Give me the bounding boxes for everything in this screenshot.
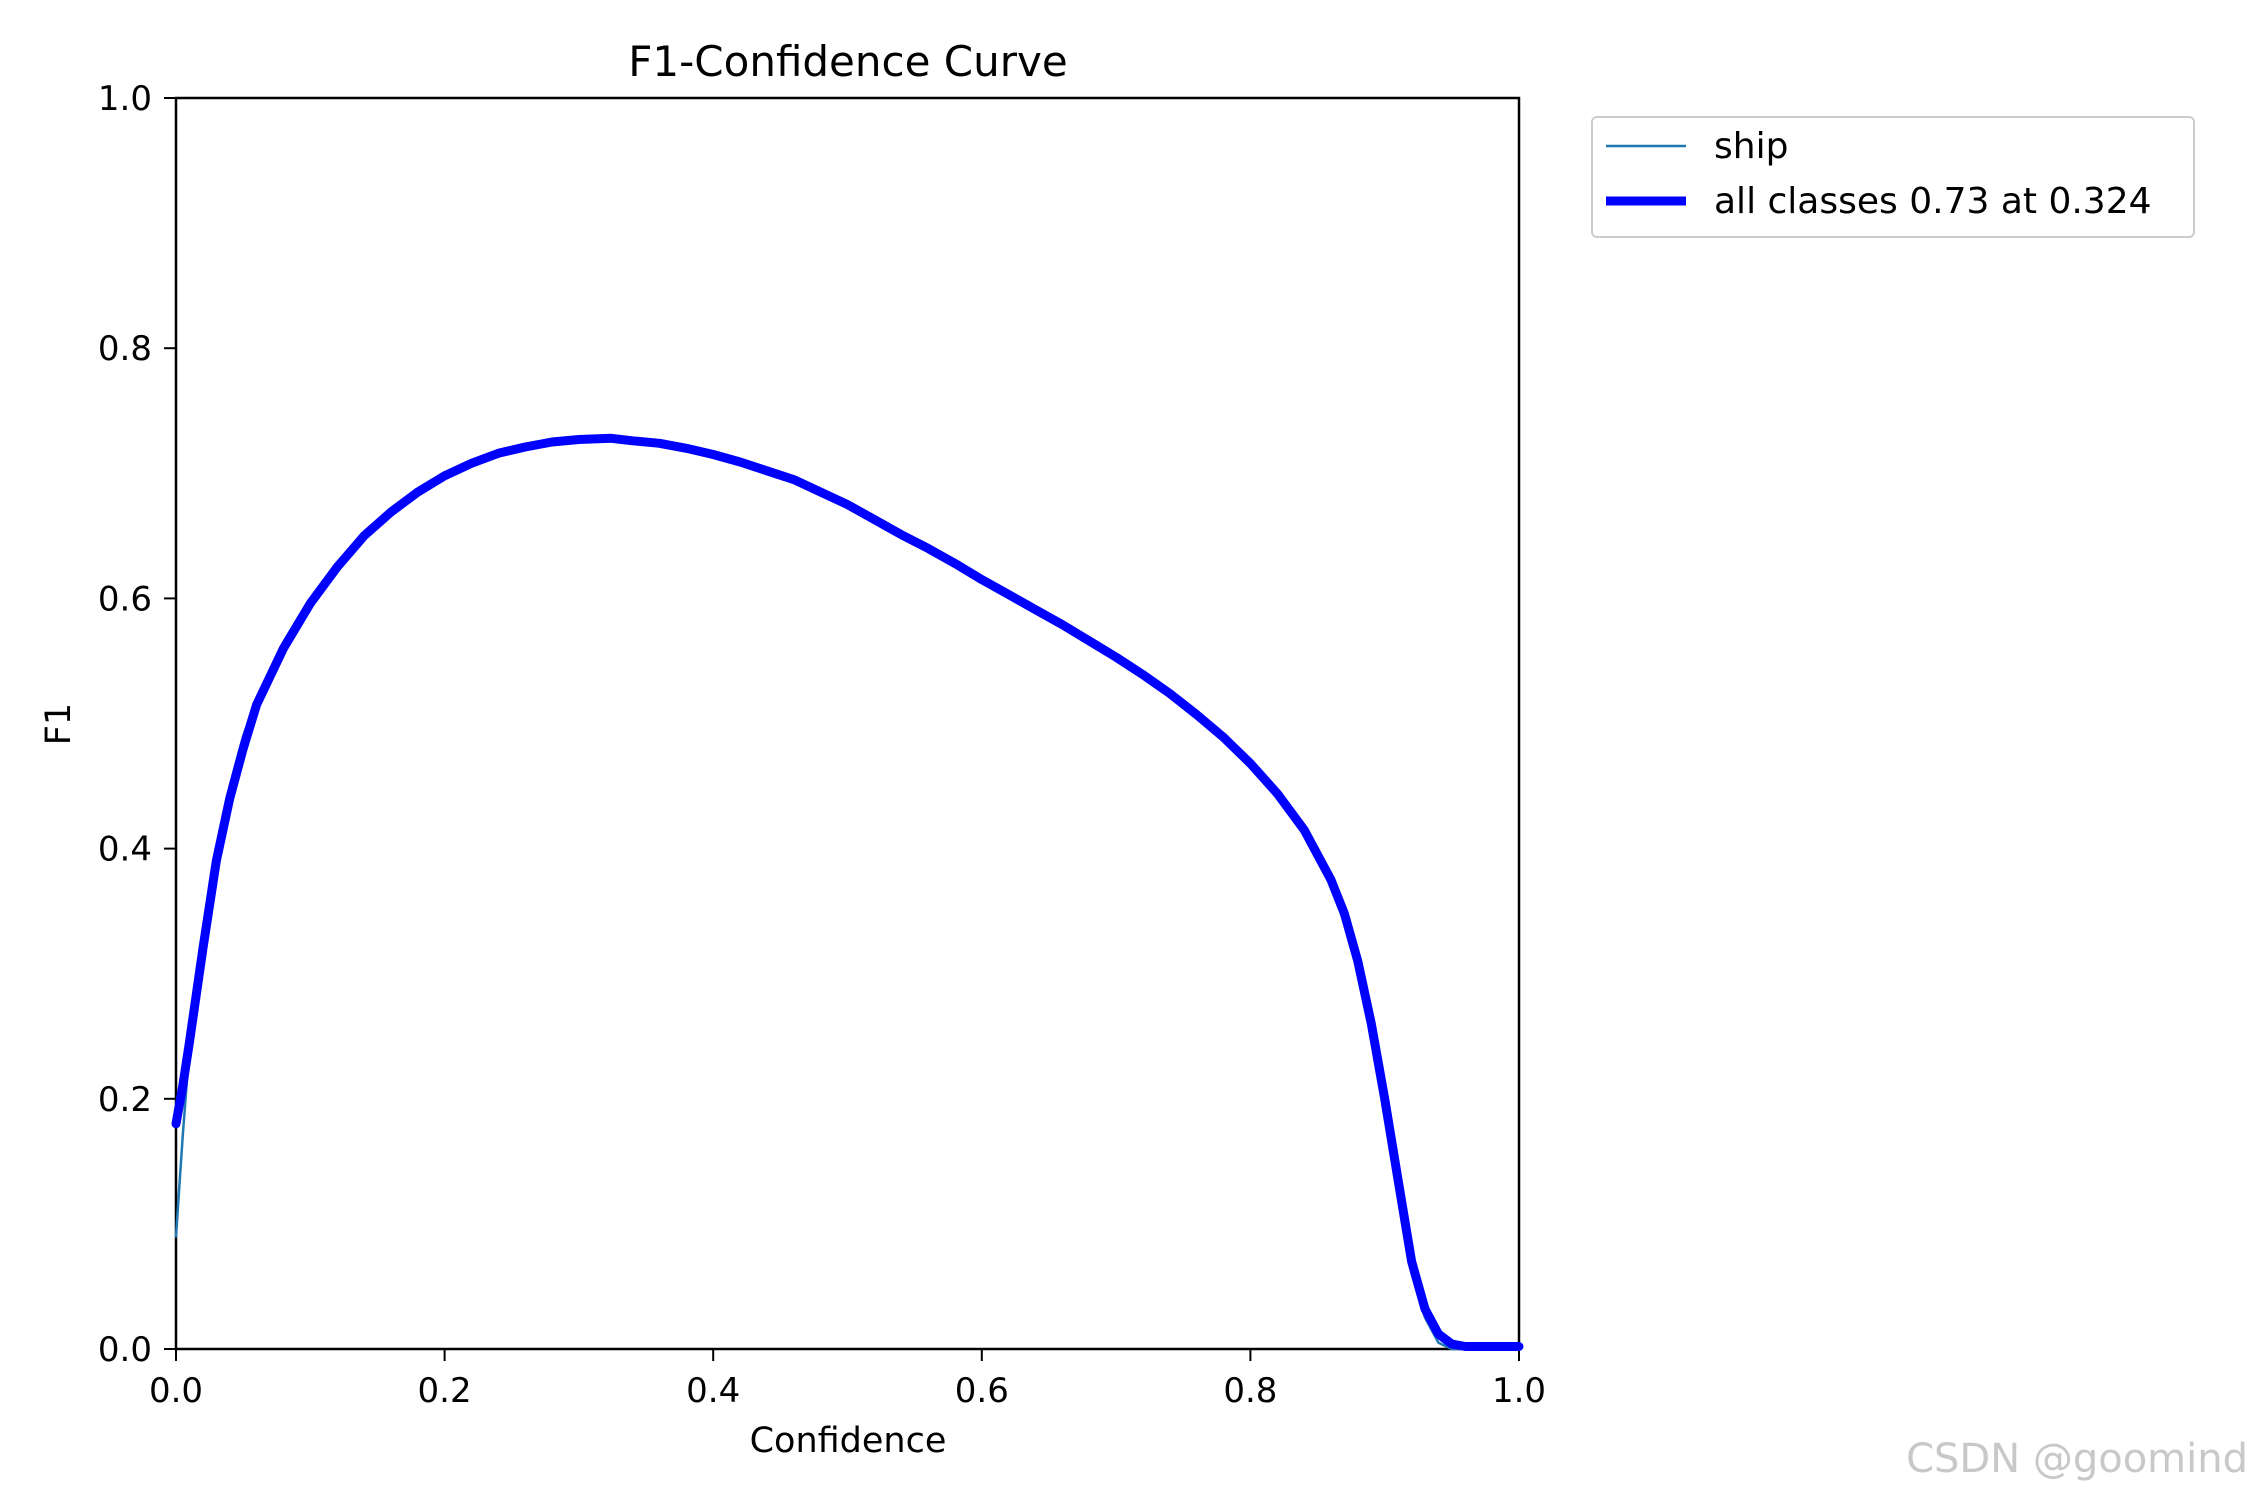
x-tick-label: 0.2 — [418, 1371, 472, 1411]
x-tick-label: 0.4 — [686, 1371, 740, 1411]
legend-label-ship: ship — [1714, 126, 1788, 167]
y-axis: 0.0 0.2 0.4 0.6 0.8 1.0 — [98, 79, 176, 1370]
plot-area-frame — [174, 96, 1521, 1351]
legend: ship all classes 0.73 at 0.324 — [1591, 116, 2195, 238]
x-axis-label: Confidence — [750, 1421, 947, 1461]
y-tick-label: 0.4 — [98, 830, 152, 870]
legend-label-all-classes: all classes 0.73 at 0.324 — [1714, 181, 2152, 222]
x-tick-label: 0.8 — [1223, 1371, 1277, 1411]
series-line-all-classes — [171, 433, 1524, 1351]
x-tick-label: 1.0 — [1492, 1371, 1546, 1411]
series-line-ship — [174, 437, 1521, 1351]
x-axis: 0.0 0.2 0.4 0.6 0.8 1.0 — [149, 1349, 1546, 1411]
x-tick-label: 0.0 — [149, 1371, 203, 1411]
y-tick-label: 0.8 — [98, 329, 152, 369]
y-tick-label: 1.0 — [98, 79, 152, 119]
x-tick-label: 0.6 — [955, 1371, 1009, 1411]
watermark: CSDN @goomind — [1906, 1436, 2248, 1482]
y-tick-label: 0.0 — [98, 1330, 152, 1370]
series-lines — [171, 433, 1524, 1351]
y-axis-label: F1 — [39, 703, 79, 745]
chart-title: F1-Confidence Curve — [628, 37, 1067, 86]
y-tick-label: 0.6 — [98, 579, 152, 619]
y-tick-label: 0.2 — [98, 1080, 152, 1120]
legend-box — [1591, 116, 2195, 238]
